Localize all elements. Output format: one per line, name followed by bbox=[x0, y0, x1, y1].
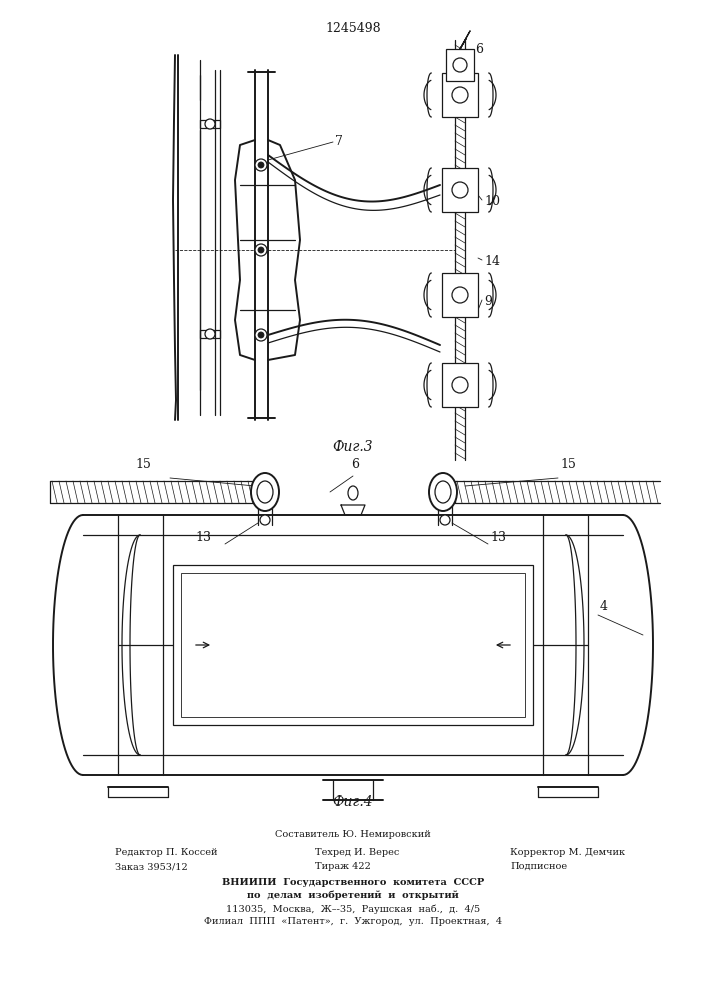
Circle shape bbox=[258, 247, 264, 253]
Circle shape bbox=[452, 377, 468, 393]
Circle shape bbox=[452, 182, 468, 198]
Bar bbox=[442, 363, 478, 407]
Text: 14: 14 bbox=[484, 255, 500, 268]
Text: Тираж 422: Тираж 422 bbox=[315, 862, 371, 871]
Text: 4: 4 bbox=[600, 600, 608, 613]
Circle shape bbox=[255, 244, 267, 256]
Text: Фиг.3: Фиг.3 bbox=[333, 440, 373, 454]
Text: Составитель Ю. Немировский: Составитель Ю. Немировский bbox=[275, 830, 431, 839]
Circle shape bbox=[258, 332, 264, 338]
Text: 13: 13 bbox=[195, 531, 211, 544]
Bar bbox=[442, 273, 478, 317]
Ellipse shape bbox=[251, 473, 279, 511]
Bar bbox=[442, 73, 478, 117]
Circle shape bbox=[205, 119, 215, 129]
Text: 113035,  Москва,  Ж–-35,  Раушская  наб.,  д.  4/5: 113035, Москва, Ж–-35, Раушская наб., д.… bbox=[226, 904, 480, 914]
Text: ВНИИПИ  Государственного  комитета  СССР: ВНИИПИ Государственного комитета СССР bbox=[222, 878, 484, 887]
Bar bbox=[173, 565, 533, 725]
Circle shape bbox=[255, 159, 267, 171]
Ellipse shape bbox=[429, 473, 457, 511]
Text: 7: 7 bbox=[335, 135, 343, 148]
Text: 6: 6 bbox=[351, 458, 359, 471]
Circle shape bbox=[205, 329, 215, 339]
Circle shape bbox=[260, 515, 270, 525]
Circle shape bbox=[452, 287, 468, 303]
Text: Фиг.4: Фиг.4 bbox=[333, 795, 373, 809]
Text: 9: 9 bbox=[484, 295, 492, 308]
Text: 15: 15 bbox=[135, 458, 151, 471]
Text: 15: 15 bbox=[560, 458, 576, 471]
Text: Подписное: Подписное bbox=[510, 862, 567, 871]
Circle shape bbox=[453, 58, 467, 72]
Circle shape bbox=[255, 329, 267, 341]
Text: 13: 13 bbox=[490, 531, 506, 544]
Circle shape bbox=[452, 87, 468, 103]
Bar bbox=[446, 49, 474, 81]
Text: Филиал  ППП  «Патент»,  г.  Ужгород,  ул.  Проектная,  4: Филиал ППП «Патент», г. Ужгород, ул. Про… bbox=[204, 917, 502, 926]
Text: Заказ 3953/12: Заказ 3953/12 bbox=[115, 862, 188, 871]
Text: Корректор М. Демчик: Корректор М. Демчик bbox=[510, 848, 625, 857]
Text: Техред И. Верес: Техред И. Верес bbox=[315, 848, 399, 857]
Text: 6: 6 bbox=[475, 43, 483, 56]
Text: 1245498: 1245498 bbox=[325, 22, 381, 35]
Text: Редактор П. Коссей: Редактор П. Коссей bbox=[115, 848, 218, 857]
Text: 10: 10 bbox=[484, 195, 500, 208]
Text: по  делам  изобретений  и  открытий: по делам изобретений и открытий bbox=[247, 891, 459, 900]
Bar bbox=[442, 168, 478, 212]
Circle shape bbox=[258, 162, 264, 168]
Bar bbox=[181, 573, 525, 717]
Circle shape bbox=[440, 515, 450, 525]
